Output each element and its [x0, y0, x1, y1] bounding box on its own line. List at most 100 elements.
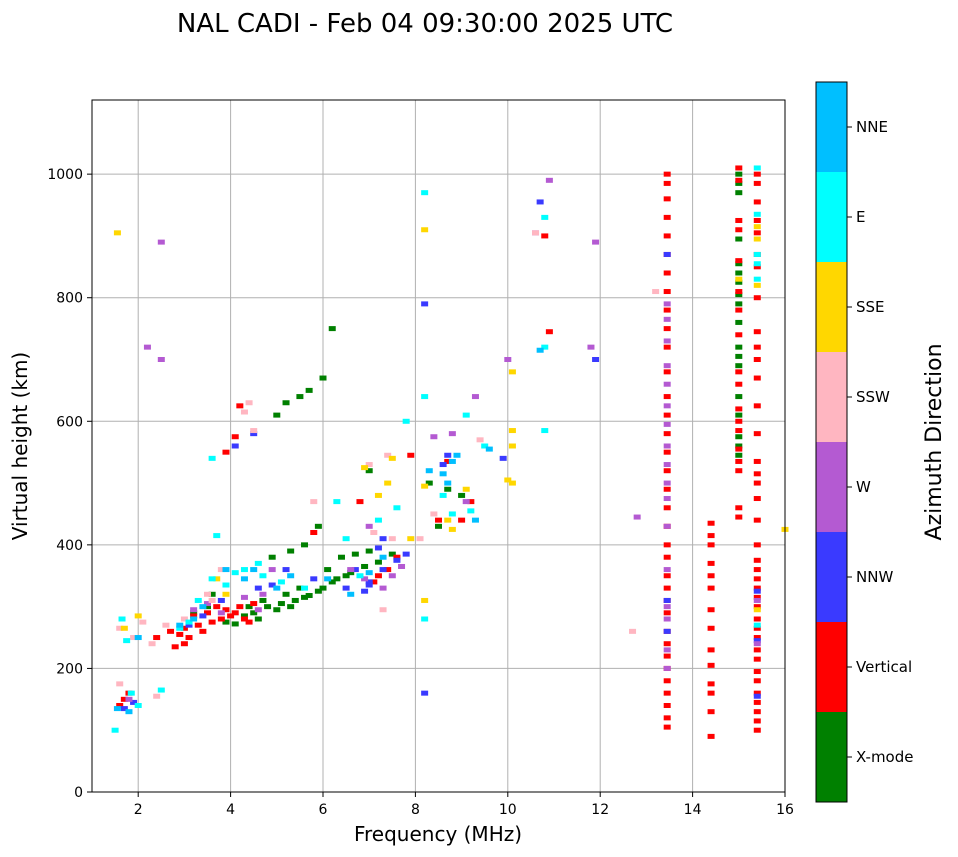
series-w	[125, 177, 761, 702]
data-point	[296, 585, 304, 591]
data-point	[663, 270, 671, 276]
data-point	[305, 387, 313, 393]
data-point	[328, 326, 336, 332]
data-point	[111, 727, 119, 733]
data-point	[508, 428, 516, 434]
data-point	[536, 199, 544, 205]
data-point	[268, 567, 276, 573]
data-point	[545, 177, 553, 183]
series-nne	[113, 347, 544, 715]
data-point	[753, 622, 761, 628]
data-point	[254, 585, 262, 591]
data-point	[287, 573, 295, 579]
y-tick-label: 400	[56, 538, 83, 554]
data-point	[254, 616, 262, 622]
data-point	[707, 625, 715, 631]
data-point	[504, 357, 512, 362]
data-point	[444, 458, 452, 464]
data-point	[753, 431, 761, 437]
data-point	[143, 344, 151, 350]
data-point	[398, 563, 406, 569]
data-point	[663, 363, 671, 369]
data-point	[148, 641, 156, 647]
data-point	[176, 625, 184, 631]
data-point	[333, 576, 341, 582]
data-point	[190, 610, 198, 616]
data-point	[139, 619, 147, 625]
data-point	[753, 282, 761, 288]
data-point	[425, 468, 433, 474]
data-marks	[111, 165, 789, 739]
data-point	[663, 301, 671, 307]
data-point	[116, 703, 124, 708]
data-point	[365, 582, 373, 588]
data-point	[393, 505, 401, 511]
data-point	[753, 567, 761, 573]
data-point	[735, 363, 743, 369]
data-point	[707, 533, 715, 539]
data-point	[485, 446, 493, 452]
data-point	[259, 597, 267, 603]
data-point	[735, 381, 743, 387]
data-point	[388, 551, 396, 557]
data-point	[458, 492, 466, 498]
data-point	[231, 621, 239, 627]
series-vertical	[116, 165, 761, 739]
data-point	[753, 656, 761, 662]
data-point	[421, 301, 429, 307]
data-point	[222, 619, 230, 625]
data-point	[753, 709, 761, 715]
data-point	[190, 607, 198, 613]
data-point	[753, 557, 761, 563]
series-nnw	[120, 199, 761, 712]
data-point	[735, 171, 743, 177]
data-point	[384, 452, 392, 458]
x-tick-label: 10	[499, 802, 517, 818]
data-point	[753, 211, 761, 217]
data-point	[374, 573, 382, 579]
data-point	[448, 431, 456, 437]
data-point	[310, 530, 318, 535]
data-point	[153, 693, 161, 699]
data-point	[735, 180, 743, 186]
data-point	[663, 573, 671, 579]
data-point	[365, 548, 373, 554]
data-point	[735, 217, 743, 223]
data-point	[592, 357, 600, 362]
data-point	[753, 641, 761, 647]
data-point	[707, 709, 715, 715]
data-point	[663, 647, 671, 653]
data-point	[663, 316, 671, 322]
data-point	[393, 554, 401, 560]
data-point	[421, 227, 429, 233]
data-point	[587, 344, 595, 350]
data-point	[508, 480, 516, 486]
data-point	[753, 727, 761, 733]
data-point	[217, 597, 225, 603]
data-point	[379, 567, 387, 573]
data-point	[365, 523, 373, 529]
x-tick-label: 6	[319, 802, 328, 818]
data-point	[735, 332, 743, 338]
data-point	[753, 638, 761, 644]
data-point	[476, 437, 484, 443]
data-point	[663, 653, 671, 659]
data-point	[707, 573, 715, 579]
data-point	[282, 591, 290, 597]
data-point	[541, 233, 549, 239]
data-point	[444, 452, 452, 458]
data-point	[180, 641, 188, 647]
y-axis-label: Virtual height (km)	[8, 352, 32, 541]
data-point	[324, 567, 332, 573]
data-point	[287, 548, 295, 554]
data-point	[753, 295, 761, 301]
data-point	[120, 625, 128, 631]
data-point	[319, 375, 327, 381]
data-point	[222, 607, 230, 613]
colorbar-label: SSW	[856, 388, 890, 406]
data-point	[663, 233, 671, 239]
data-point	[273, 607, 281, 613]
data-point	[204, 601, 211, 607]
data-point	[753, 357, 761, 362]
data-point	[663, 449, 671, 455]
